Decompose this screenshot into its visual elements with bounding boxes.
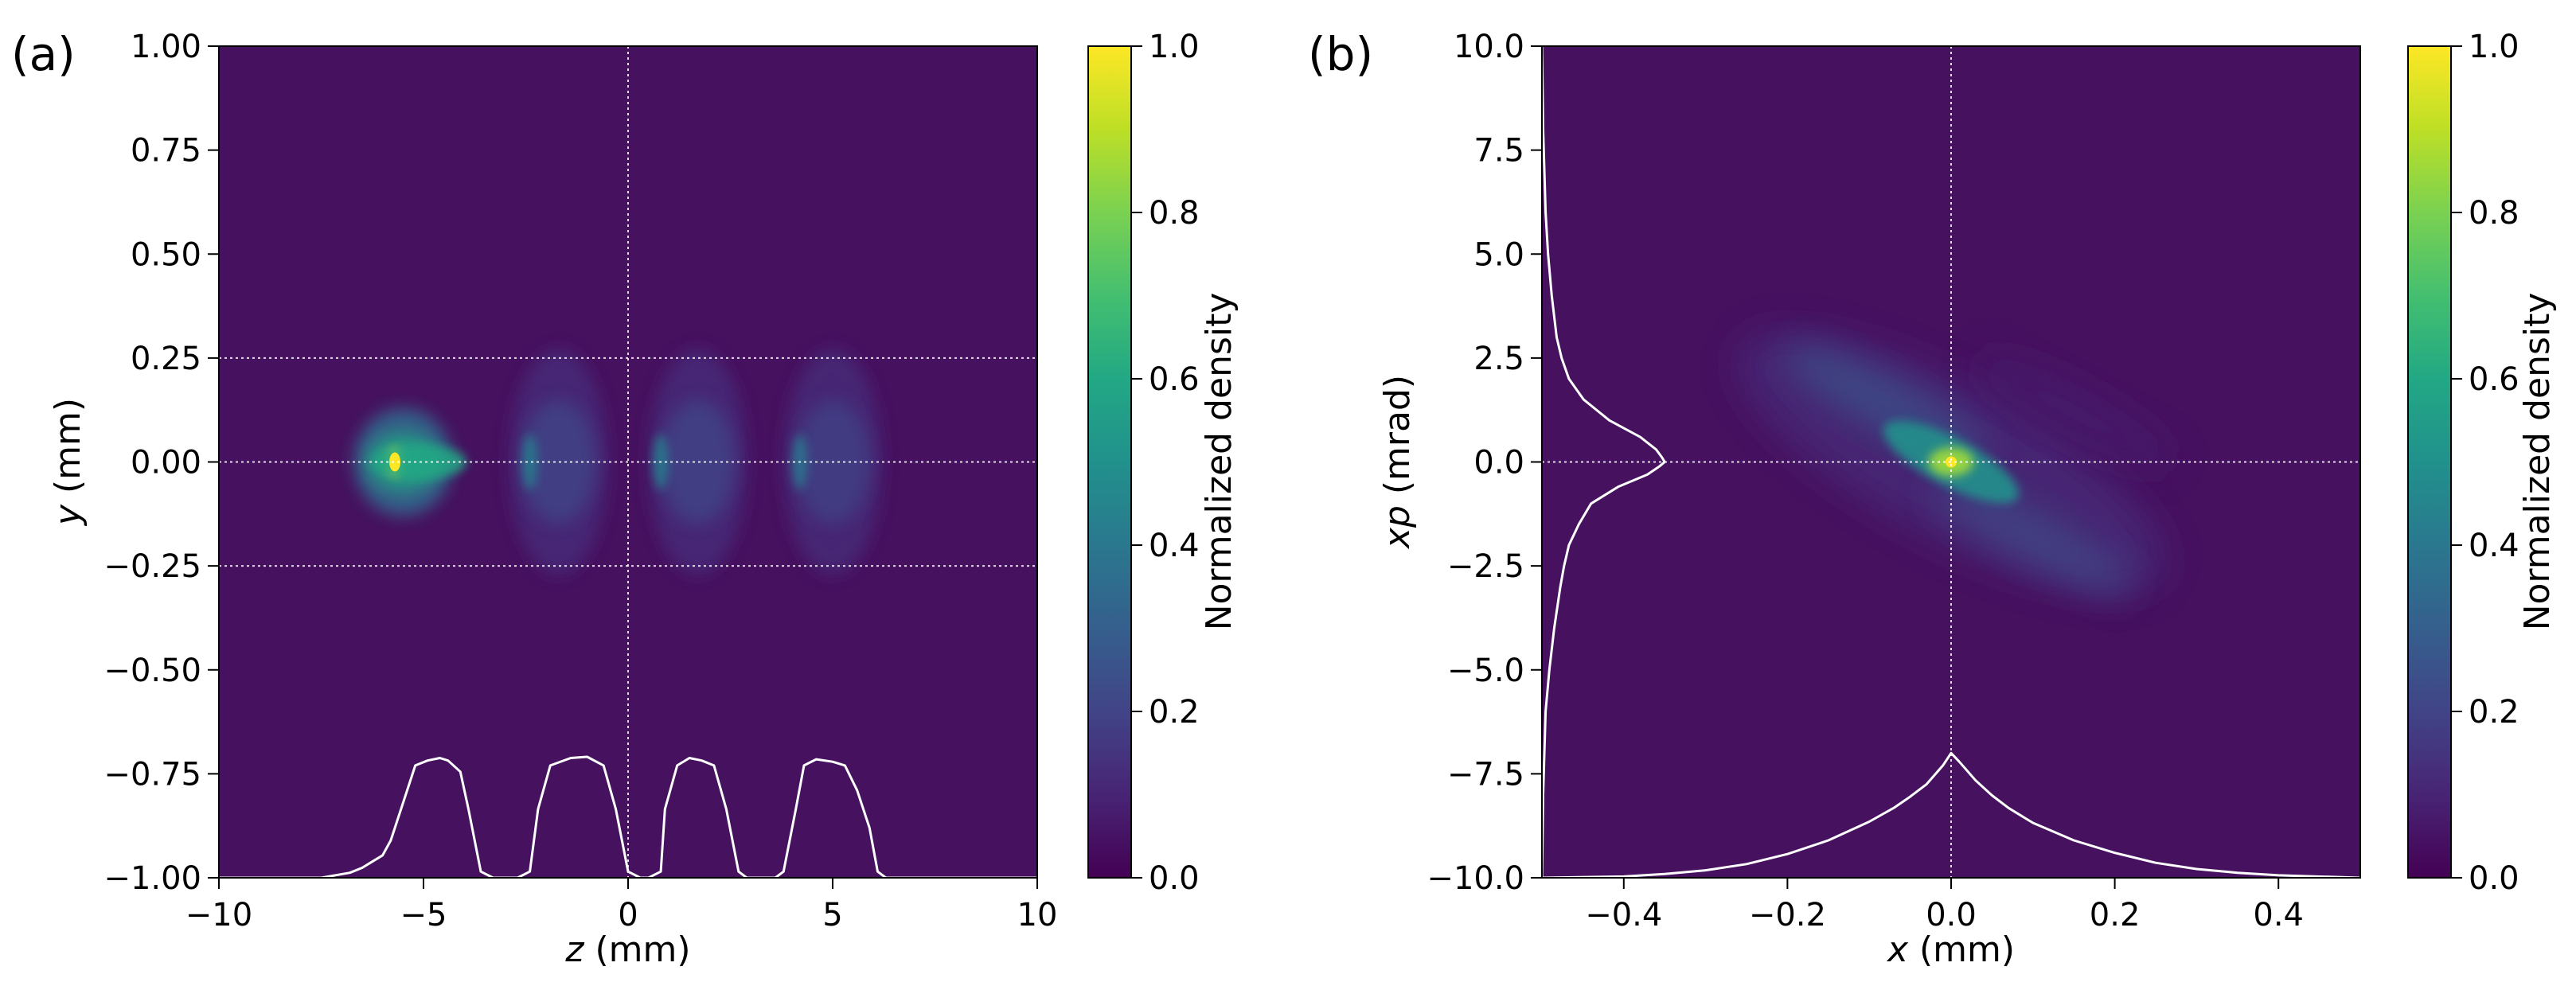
panel-b-guide-lines <box>1542 46 2360 878</box>
b-y-tick-label: 10.0 <box>1454 29 1524 65</box>
panel-b-y-axis-label: xp (mrad) <box>1377 375 1418 550</box>
a-colorbar-tick-label: 0.8 <box>1149 195 1200 232</box>
a-x-tick-label: 5 <box>822 897 842 933</box>
b-y-tick-label: −5.0 <box>1447 653 1524 689</box>
b-y-tick-label: 7.5 <box>1473 133 1524 170</box>
panel-a-guide-lines <box>219 46 1037 878</box>
a-colorbar-tick-label: 0.4 <box>1149 528 1200 564</box>
a-colorbar-tick-label: 0.6 <box>1149 361 1200 398</box>
panel-b: (b) −0.4 −0.2 0.0 0.2 0.4 10.0 7.5 5.0 2.5 0.0 −2… <box>1308 27 2558 970</box>
phase-space-lobe <box>1974 355 2173 470</box>
a-y-tick-label: −1.00 <box>103 860 201 897</box>
bunch-core <box>371 444 467 480</box>
panel-a-y-axis-label: y (mm) <box>48 398 88 527</box>
xp-projection-profile <box>1542 46 1666 878</box>
b-colorbar-tick-label: 0.2 <box>2469 694 2519 731</box>
a-y-tick-label: 0.50 <box>131 236 201 273</box>
b-colorbar-tick-label: 0.4 <box>2469 528 2519 564</box>
panel-a-label: (a) <box>11 27 76 81</box>
b-colorbar-tick-label: 1.0 <box>2469 29 2519 65</box>
phase-space-lobe <box>1934 480 2133 594</box>
a-x-tick-label: 0 <box>618 897 638 933</box>
a-x-tick-label: −10 <box>185 897 252 933</box>
panel-a-y-ticks: 1.00 0.75 0.50 0.25 0.00 −0.25 −0.50 −0.75 −1.00 <box>103 29 219 897</box>
b-y-tick-label: −2.5 <box>1447 548 1524 585</box>
bunch-body <box>661 399 735 524</box>
a-y-tick-label: 1.00 <box>131 29 201 65</box>
a-colorbar-tick-label: 1.0 <box>1149 29 1200 65</box>
a-y-tick-label: 0.75 <box>131 133 201 170</box>
panel-a: (a) −10 −5 0 5 10 1.00 0.75 0.50 0.25 0.00 −0.25 −… <box>11 27 1239 970</box>
z-projection-profile <box>219 755 1037 878</box>
panel-a-x-axis-label: z (mm) <box>564 929 690 970</box>
panel-a-colorbar-ticks: 0.0 0.2 0.4 0.6 0.8 1.0 <box>1131 29 1200 897</box>
panel-b-x-ticks: −0.4 −0.2 0.0 0.2 0.4 <box>1585 878 2304 933</box>
panel-a-x-ticks: −10 −5 0 5 10 <box>185 878 1058 933</box>
b-y-tick-label: −7.5 <box>1447 756 1524 793</box>
bunch-body <box>521 399 595 524</box>
panel-a-projection-profiles <box>219 755 1037 878</box>
a-colorbar-tick-label: 0.2 <box>1149 694 1200 731</box>
a-colorbar-tick-label: 0.0 <box>1149 860 1200 897</box>
panel-a-colorbar-label: Normalized density <box>1199 293 1239 631</box>
a-y-tick-label: 0.00 <box>131 445 201 481</box>
a-y-tick-label: −0.75 <box>103 756 201 793</box>
b-x-tick-label: 0.4 <box>2253 897 2304 933</box>
panel-b-x-axis-label: x (mm) <box>1886 929 2015 970</box>
a-x-tick-label: −5 <box>400 897 447 933</box>
b-x-tick-label: −0.2 <box>1749 897 1826 933</box>
a-x-tick-label: 10 <box>1017 897 1058 933</box>
bunch-head <box>522 434 537 490</box>
panel-b-colorbar-label: Normalized density <box>2517 293 2558 631</box>
b-y-tick-label: 5.0 <box>1473 236 1524 273</box>
bunch-peak <box>389 452 401 472</box>
b-y-tick-label: 2.5 <box>1473 341 1524 377</box>
x-projection-profile <box>1542 751 2360 878</box>
panel-b-colorbar-ticks: 0.0 0.2 0.4 0.6 0.8 1.0 <box>2451 29 2519 897</box>
b-y-tick-label: 0.0 <box>1473 445 1524 481</box>
b-x-tick-label: −0.4 <box>1585 897 1662 933</box>
panel-b-label: (b) <box>1308 27 1373 81</box>
a-y-tick-label: 0.25 <box>131 341 201 377</box>
b-x-tick-label: 0.2 <box>2090 897 2141 933</box>
panel-b-y-ticks: 10.0 7.5 5.0 2.5 0.0 −2.5 −5.0 −7.5 −10.0 <box>1427 29 1542 897</box>
b-y-tick-label: −10.0 <box>1427 860 1524 897</box>
b-colorbar-tick-label: 0.0 <box>2469 860 2519 897</box>
b-colorbar-tick-label: 0.8 <box>2469 195 2519 232</box>
panel-b-colorbar <box>2407 45 2452 879</box>
panel-a-colorbar <box>1087 45 1132 879</box>
b-colorbar-tick-label: 0.6 <box>2469 361 2519 398</box>
b-x-tick-label: 0.0 <box>1926 897 1977 933</box>
a-y-tick-label: −0.50 <box>103 653 201 689</box>
panel-b-projection-profiles <box>1542 46 2360 878</box>
a-y-tick-label: −0.25 <box>103 548 201 585</box>
